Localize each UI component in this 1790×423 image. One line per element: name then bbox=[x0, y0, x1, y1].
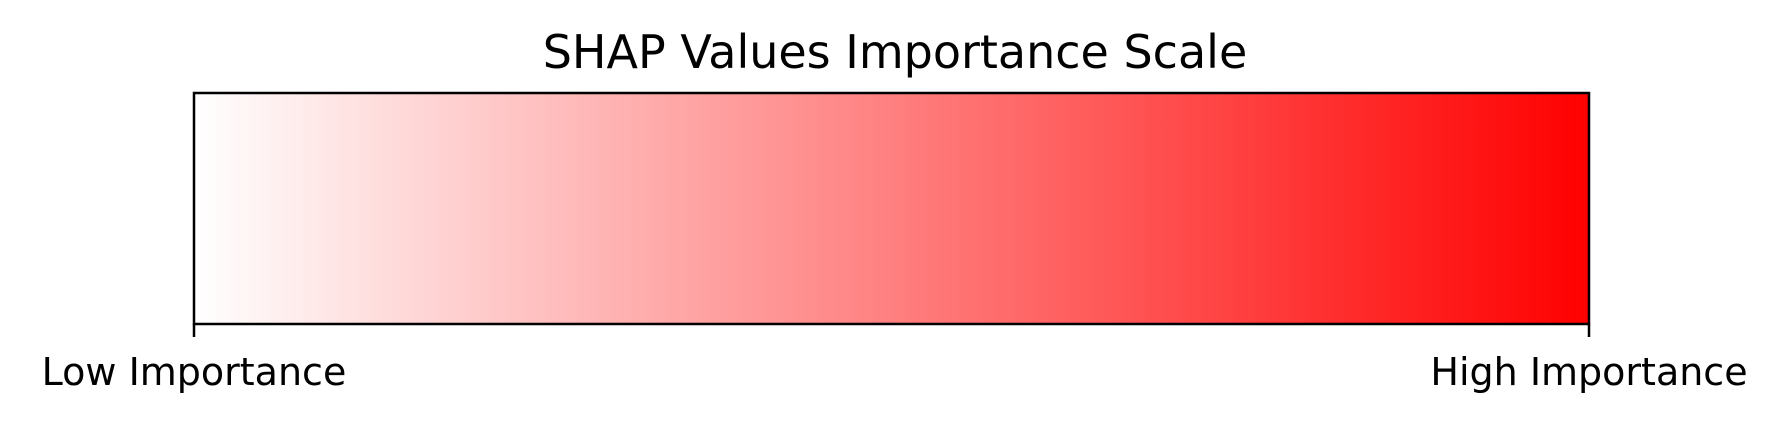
colorbar-ticks: Low Importance High Importance bbox=[42, 324, 1748, 394]
tick-label: High Importance bbox=[1430, 350, 1747, 394]
colorbar-gradient bbox=[192, 91, 1591, 326]
tick-label: Low Importance bbox=[42, 350, 347, 394]
chart-title: SHAP Values Importance Scale bbox=[542, 25, 1248, 79]
